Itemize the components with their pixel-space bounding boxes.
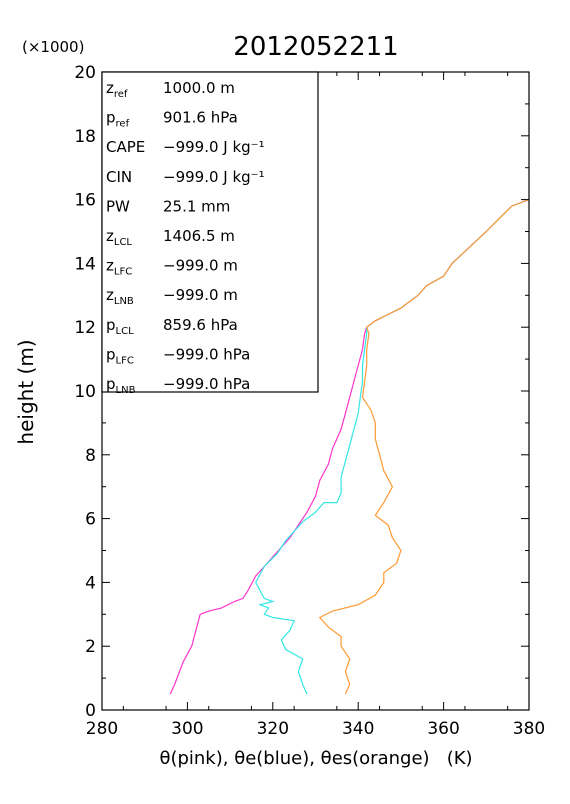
stat-value: 1406.5 m [163,227,235,245]
stats-box-frame [101,71,319,393]
y-tick-label: 0 [85,701,96,721]
y-axis-label: height (m) [14,339,38,444]
x-tick-label: 320 [257,719,289,739]
stat-value: −999.0 m [163,257,238,275]
stat-subscript: LFC [116,355,134,366]
stat-symbol: p [106,109,116,127]
stat-symbol: p [106,316,116,334]
stat-value: 859.6 hPa [163,316,238,334]
stat-symbol: z [106,286,114,304]
stat-value: 25.1 mm [163,197,230,215]
stat-row: zLNB −999.0 m [106,286,238,307]
stat-subscript: LCL [116,326,135,337]
y-tick-label: 18 [74,127,96,147]
stat-value: −999.0 J kg⁻¹ [163,138,265,156]
stat-subscript: LCL [114,237,133,248]
stat-value: −999.0 hPa [163,375,250,393]
x-tick-label: 360 [427,719,459,739]
x-tick-label: 380 [513,719,545,739]
stat-row: PW 25.1 mm [106,197,230,215]
stat-value: 901.6 hPa [163,109,238,127]
y-tick-label: 4 [85,573,96,593]
y-multiplier-label: (×1000) [22,38,84,56]
stat-subscript: LNB [116,385,136,396]
stat-subscript: LFC [114,267,132,278]
stat-row: zLFC −999.0 m [106,257,238,278]
stat-symbol: CIN [106,168,132,186]
stat-row: zLCL 1406.5 m [106,227,235,248]
y-tick-label: 8 [85,446,96,466]
y-tick-label: 2 [85,637,96,657]
stat-symbol: p [106,375,116,393]
stat-row: pref 901.6 hPa [106,109,238,130]
stat-symbol: CAPE [106,138,145,156]
y-tick-label: 6 [85,510,96,530]
series-layer [169,199,530,695]
stat-value: 1000.0 m [163,79,235,97]
stat-subscript: LNB [114,296,134,307]
stat-row: CIN −999.0 J kg⁻¹ [106,168,265,186]
stat-value: −999.0 J kg⁻¹ [163,168,265,186]
stat-symbol: z [106,79,114,97]
x-tick-label: 300 [171,719,203,739]
y-tick-label: 12 [74,318,96,338]
stat-row: CAPE −999.0 J kg⁻¹ [106,138,265,156]
stat-row: pLFC −999.0 hPa [106,345,250,366]
stat-symbol: PW [106,197,130,215]
stat-symbol: z [106,227,114,245]
y-tick-label: 20 [74,63,96,83]
y-tick-label: 14 [74,254,96,274]
chart-title: 2012052211 [233,32,398,62]
stat-row: zref 1000.0 m [106,79,235,100]
stat-subscript: ref [114,89,128,100]
y-tick-label: 10 [74,382,96,402]
axis-ticks: 280 300 320 340 360 380 0 2 4 6 8 10 12 14 16 18 20 [74,63,545,739]
y-tick-label: 16 [74,191,96,211]
stat-value: −999.0 hPa [163,345,250,363]
stat-row: pLNB −999.0 hPa [106,375,250,396]
stat-symbol: p [106,345,116,363]
x-axis-label: θ(pink), θe(blue), θes(orange) (K) [159,748,472,769]
x-tick-label: 280 [86,719,118,739]
stat-subscript: ref [116,119,130,130]
x-tick-label: 340 [342,719,374,739]
stat-symbol: z [106,257,114,275]
series-line-2 [318,199,530,695]
stat-row: pLCL 859.6 hPa [106,316,238,337]
stat-value: −999.0 m [163,286,238,304]
